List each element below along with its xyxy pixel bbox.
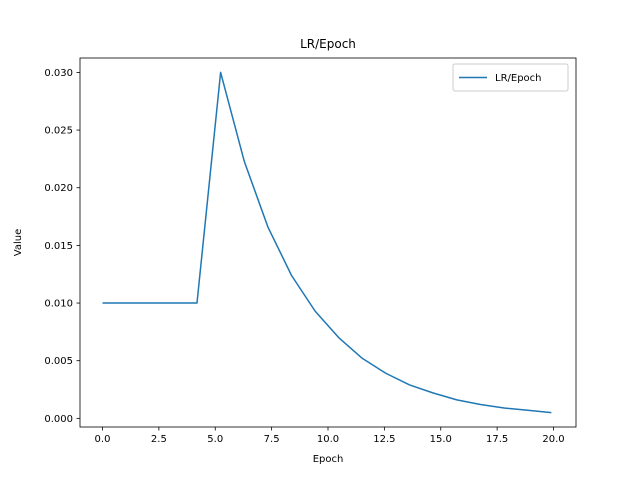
- y-axis-ticks: 0.000 0.005 0.010 0.015 0.020 0.025 0.030: [44, 68, 80, 425]
- x-tick-label: 5.0: [207, 434, 223, 445]
- x-tick-label: 0.0: [95, 434, 111, 445]
- x-tick-label: 7.5: [264, 434, 280, 445]
- y-tick-label: 0.010: [44, 299, 73, 310]
- y-axis-label: Value: [13, 229, 24, 256]
- series-line-lr-epoch: [102, 71, 552, 414]
- legend-label: LR/Epoch: [495, 73, 542, 84]
- x-axis-ticks: 0.0 2.5 5.0 7.5 10.0 12.5 15.0 17.5 20.0: [95, 427, 565, 445]
- x-tick-label: 15.0: [430, 434, 452, 445]
- x-tick-label: 20.0: [542, 434, 564, 445]
- chart-title: LR/Epoch: [300, 37, 356, 51]
- y-tick-label: 0.020: [44, 183, 73, 194]
- y-tick-label: 0.000: [44, 414, 73, 425]
- legend: LR/Epoch: [452, 63, 569, 92]
- y-tick-label: 0.015: [44, 241, 73, 252]
- x-tick-label: 2.5: [151, 434, 167, 445]
- x-axis-label: Epoch: [313, 454, 344, 465]
- x-tick-label: 12.5: [373, 434, 395, 445]
- legend-box: [452, 63, 569, 92]
- y-tick-label: 0.030: [44, 68, 73, 79]
- y-tick-label: 0.005: [44, 356, 73, 367]
- y-tick-label: 0.025: [44, 126, 73, 137]
- x-tick-label: 17.5: [486, 434, 508, 445]
- plot-area-frame: [79, 57, 577, 428]
- x-tick-label: 10.0: [317, 434, 339, 445]
